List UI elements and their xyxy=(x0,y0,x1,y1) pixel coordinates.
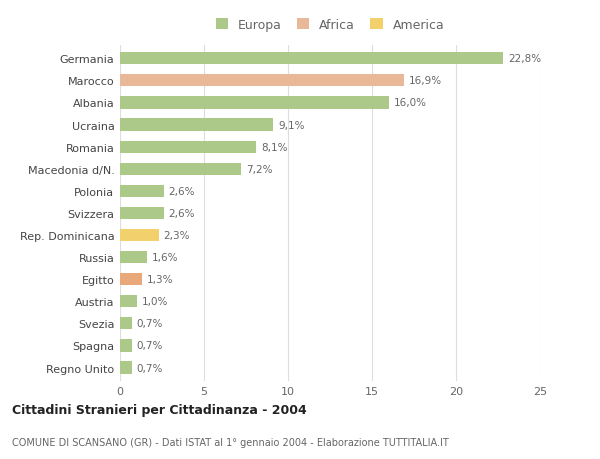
Text: 0,7%: 0,7% xyxy=(137,363,163,373)
Text: 1,0%: 1,0% xyxy=(142,297,168,307)
Text: 2,3%: 2,3% xyxy=(164,230,190,241)
Bar xyxy=(120,119,273,131)
Bar xyxy=(120,340,132,352)
Text: Cittadini Stranieri per Cittadinanza - 2004: Cittadini Stranieri per Cittadinanza - 2… xyxy=(12,403,307,416)
Bar xyxy=(120,75,404,87)
Text: 9,1%: 9,1% xyxy=(278,120,304,130)
Bar xyxy=(120,97,389,109)
Bar xyxy=(120,362,132,374)
Text: COMUNE DI SCANSANO (GR) - Dati ISTAT al 1° gennaio 2004 - Elaborazione TUTTITALI: COMUNE DI SCANSANO (GR) - Dati ISTAT al … xyxy=(12,437,449,447)
Text: 1,3%: 1,3% xyxy=(147,274,173,285)
Text: 0,7%: 0,7% xyxy=(137,319,163,329)
Text: 16,9%: 16,9% xyxy=(409,76,442,86)
Text: 7,2%: 7,2% xyxy=(246,164,272,174)
Text: 2,6%: 2,6% xyxy=(169,186,195,196)
Bar xyxy=(120,163,241,175)
Bar xyxy=(120,318,132,330)
Bar xyxy=(120,274,142,285)
Bar xyxy=(120,296,137,308)
Text: 16,0%: 16,0% xyxy=(394,98,427,108)
Text: 8,1%: 8,1% xyxy=(261,142,287,152)
Text: 2,6%: 2,6% xyxy=(169,208,195,218)
Bar xyxy=(120,252,147,263)
Bar xyxy=(120,141,256,153)
Text: 22,8%: 22,8% xyxy=(508,54,541,64)
Legend: Europa, Africa, America: Europa, Africa, America xyxy=(215,19,445,32)
Bar xyxy=(120,207,164,219)
Bar xyxy=(120,53,503,65)
Text: 1,6%: 1,6% xyxy=(152,252,178,263)
Bar xyxy=(120,230,158,241)
Bar xyxy=(120,185,164,197)
Text: 0,7%: 0,7% xyxy=(137,341,163,351)
